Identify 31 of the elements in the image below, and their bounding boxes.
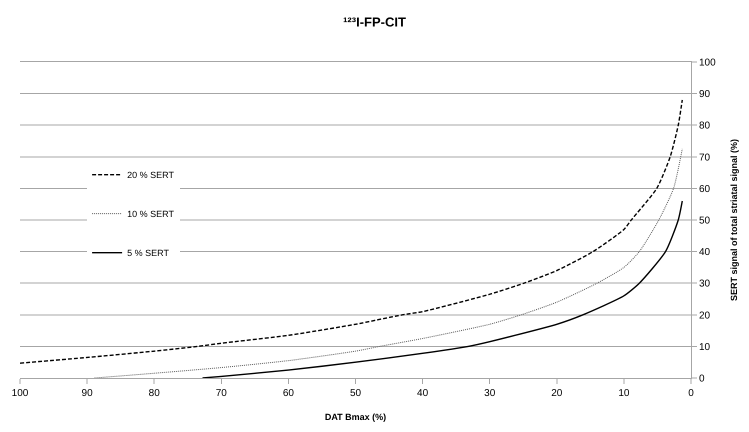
legend-label: 10 % SERT — [127, 209, 174, 220]
line-series — [94, 148, 683, 378]
y-tick-label: 50 — [699, 216, 711, 226]
line-series — [20, 99, 683, 364]
x-tick-label: 50 — [350, 388, 362, 399]
y-tick-label: 60 — [699, 184, 711, 195]
x-tick-label: 30 — [484, 388, 496, 399]
x-tick-label: 60 — [282, 388, 294, 399]
y-tick-label: 80 — [699, 120, 711, 132]
legend-label: 20 % SERT — [127, 170, 174, 180]
y-tick-label: 100 — [699, 58, 716, 68]
y-tick-label: 90 — [699, 89, 711, 100]
y-tick-label: 0 — [699, 374, 705, 384]
legend-label: 5 % SERT — [127, 248, 170, 258]
y-tick-label: 40 — [699, 247, 711, 258]
x-tick-label: 10 — [618, 388, 630, 399]
y-tick-label: 30 — [699, 278, 711, 290]
chart-title: ¹²³I-FP-CIT — [343, 14, 406, 30]
x-tick-label: 80 — [148, 388, 160, 399]
line-series — [202, 200, 683, 378]
x-tick-label: 40 — [417, 388, 429, 399]
x-axis-title: DAT Bmax (%) — [324, 412, 386, 422]
y-tick-label: 20 — [699, 310, 711, 322]
x-tick-label: 90 — [82, 388, 94, 399]
x-tick-label: 0 — [688, 388, 694, 399]
y-tick-label: 70 — [699, 152, 711, 164]
y-axis-title: SERT signal of total striatal signal (%) — [728, 138, 739, 302]
x-tick-label: 20 — [551, 388, 563, 399]
x-tick-label: 70 — [216, 388, 228, 399]
x-tick-label: 100 — [12, 388, 29, 399]
y-tick-label: 10 — [699, 342, 711, 353]
